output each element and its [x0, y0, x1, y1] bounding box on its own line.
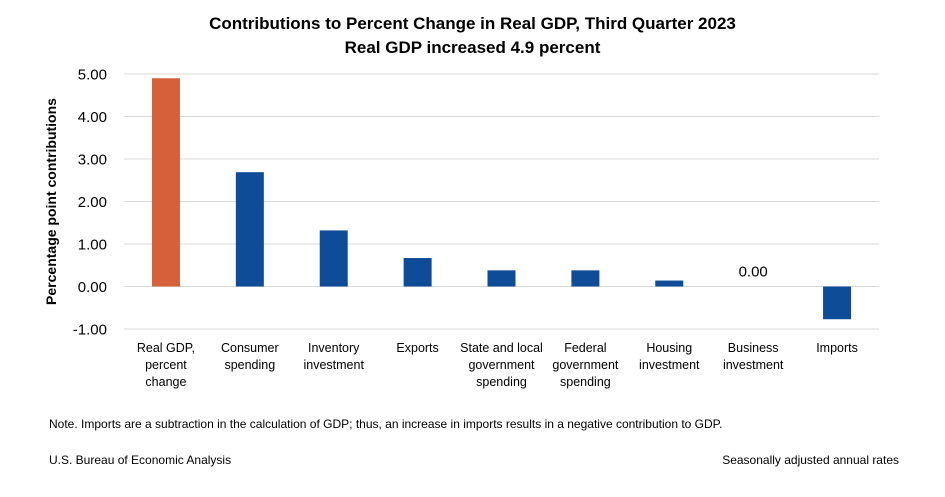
y-tick-label: 5.00: [78, 67, 107, 84]
x-tick-label: Inventory investment: [303, 341, 364, 372]
chart-subtitle: Real GDP increased 4.9 percent: [344, 38, 601, 57]
y-tick-label: -1.00: [73, 322, 107, 339]
bar: [403, 258, 432, 287]
x-tick-label: Exports: [396, 341, 438, 355]
y-tick-label: 0.00: [78, 279, 107, 296]
y-tick-label: 1.00: [78, 237, 107, 254]
y-tick-label: 3.00: [78, 152, 107, 169]
bar: [319, 230, 348, 287]
chart-note: Note. Imports are a subtraction in the c…: [49, 417, 723, 431]
x-tick-label: Consumer spending: [221, 341, 279, 372]
x-tick-label: Real GDP, percent change: [137, 341, 195, 389]
x-tick-label: Imports: [816, 341, 858, 355]
x-tick-label: Federal government spending: [552, 341, 619, 389]
x-tick-label: State and local government spending: [460, 341, 543, 389]
source-label: U.S. Bureau of Economic Analysis: [49, 453, 232, 467]
bar: [655, 280, 684, 287]
chart-title: Contributions to Percent Change in Real …: [209, 14, 736, 33]
bar: [823, 286, 852, 320]
x-tick-label: Housing investment: [639, 341, 700, 372]
rates-label: Seasonally adjusted annual rates: [722, 453, 899, 467]
y-tick-label: 2.00: [78, 194, 107, 211]
y-tick-label: 4.00: [78, 109, 107, 126]
data-label: 0.00: [739, 264, 768, 281]
x-tick-label: Business investment: [723, 341, 784, 372]
bar: [571, 270, 600, 287]
bar-chart: 5.00 4.00 3.00 2.00 1.00 0.00 -1.00 Percentage …: [43, 67, 879, 389]
bar: [151, 78, 180, 287]
y-axis-label: Percentage point contributions: [43, 98, 59, 305]
bar: [487, 270, 516, 287]
bar: [235, 172, 264, 287]
